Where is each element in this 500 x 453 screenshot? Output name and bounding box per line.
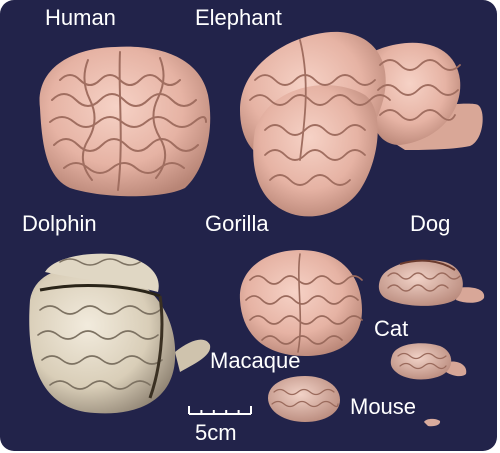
macaque-brain: [268, 376, 340, 422]
cat-brain: [390, 343, 467, 380]
label-macaque: Macaque: [210, 348, 301, 373]
dolphin-brain: [29, 253, 211, 414]
label-mouse: Mouse: [350, 394, 417, 419]
dog-brain: [378, 259, 485, 306]
elephant-brain: [240, 31, 483, 217]
label-gorilla: Gorilla: [205, 211, 269, 236]
label-cat: Cat: [374, 316, 409, 341]
mouse-brain: [424, 418, 441, 427]
gorilla-brain: [239, 250, 363, 356]
scale-bar: [188, 406, 252, 415]
label-dolphin: Dolphin: [22, 211, 97, 236]
label-dog: Dog: [410, 211, 451, 236]
label-human: Human: [45, 5, 116, 30]
scale-bar-label: 5cm: [195, 420, 237, 445]
human-brain: [39, 46, 211, 197]
label-elephant: Elephant: [195, 5, 282, 30]
